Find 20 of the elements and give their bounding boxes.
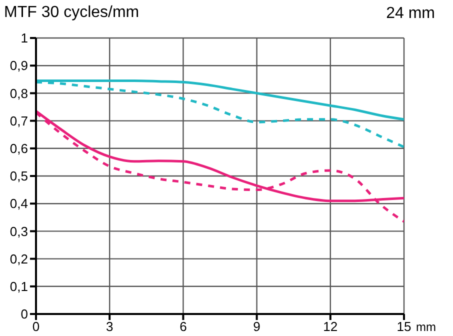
y-tick-label: 0 [20,306,28,322]
y-tick-label: 0,5 [10,168,28,184]
x-tick-label: 12 [323,319,338,334]
x-tick-label: 15 [396,319,412,334]
x-tick-label: 0 [32,319,40,334]
y-tick-label: 1 [20,30,28,46]
y-tick-label: 0,3 [10,224,28,239]
x-tick-label: 6 [180,319,187,334]
chart-title: MTF 30 cycles/mm [4,4,140,22]
y-tick-label: 0,1 [10,279,28,294]
x-axis-title: mm [416,320,436,334]
y-tick-label: 0,4 [10,196,28,212]
x-tick-label: 3 [106,319,114,334]
y-tick-label: 0,7 [10,113,28,128]
chart-subtitle: 24 mm [386,5,435,23]
y-tick-label: 0,9 [10,58,28,74]
x-tick-label: 9 [253,319,260,334]
y-tick-label: 0,8 [10,86,28,101]
y-tick-label: 0,6 [10,141,28,156]
y-tick-label: 0,2 [10,251,28,266]
